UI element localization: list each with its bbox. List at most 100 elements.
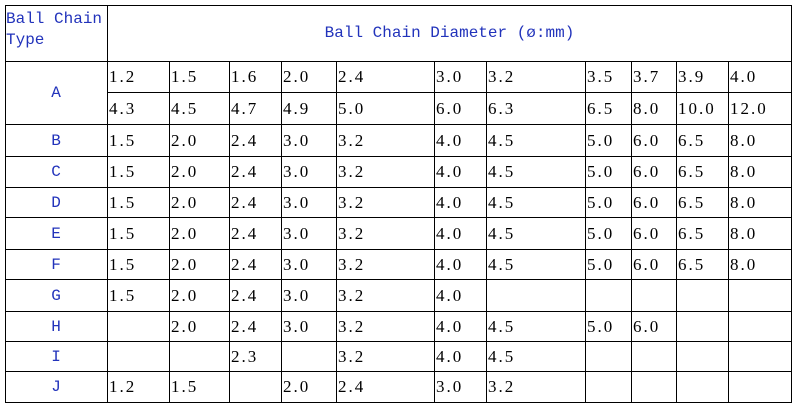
diameter-cell: 3.2 bbox=[337, 188, 435, 218]
diameter-cell: 2.4 bbox=[230, 280, 282, 312]
empty-cell bbox=[729, 312, 792, 342]
diameter-cell: 3.2 bbox=[337, 280, 435, 312]
diameter-cell: 2.4 bbox=[230, 312, 282, 342]
diameter-cell: 4.0 bbox=[435, 250, 487, 280]
row-type: F bbox=[5, 250, 108, 280]
diameter-cell: 2.4 bbox=[337, 372, 435, 403]
empty-cell bbox=[108, 312, 170, 342]
diameter-cell: 3.2 bbox=[337, 312, 435, 342]
diameter-cell: 8.0 bbox=[729, 125, 792, 157]
diameter-cell: 2.0 bbox=[170, 125, 230, 157]
diameter-cell: 12.0 bbox=[729, 93, 792, 125]
diameter-header: Ball Chain Diameter (ø:mm) bbox=[108, 5, 792, 62]
diameter-cell: 2.4 bbox=[230, 125, 282, 157]
diameter-cell: 1.2 bbox=[108, 62, 170, 93]
diameter-cell: 1.5 bbox=[108, 280, 170, 312]
diameter-cell: 3.7 bbox=[632, 62, 677, 93]
diameter-cell: 1.5 bbox=[108, 250, 170, 280]
diameter-cell: 4.9 bbox=[282, 93, 337, 125]
diameter-cell: 3.0 bbox=[282, 125, 337, 157]
diameter-cell: 4.5 bbox=[170, 93, 230, 125]
diameter-cell: 3.2 bbox=[337, 218, 435, 250]
diameter-cell: 3.0 bbox=[282, 188, 337, 218]
diameter-cell: 4.0 bbox=[435, 157, 487, 188]
diameter-cell: 8.0 bbox=[729, 157, 792, 188]
diameter-cell: 1.5 bbox=[170, 62, 230, 93]
diameter-cell: 3.9 bbox=[677, 62, 729, 93]
diameter-cell: 6.0 bbox=[632, 312, 677, 342]
diameter-cell: 1.5 bbox=[108, 188, 170, 218]
empty-cell bbox=[586, 342, 632, 372]
diameter-cell: 2.0 bbox=[282, 372, 337, 403]
diameter-cell: 1.5 bbox=[108, 157, 170, 188]
row-type: H bbox=[5, 312, 108, 342]
diameter-cell: 8.0 bbox=[729, 250, 792, 280]
diameter-cell: 4.0 bbox=[435, 280, 487, 312]
diameter-cell: 4.5 bbox=[487, 218, 586, 250]
diameter-cell: 6.5 bbox=[677, 157, 729, 188]
empty-cell bbox=[632, 372, 677, 403]
diameter-cell: 5.0 bbox=[586, 218, 632, 250]
row-type: E bbox=[5, 218, 108, 250]
diameter-cell: 3.2 bbox=[337, 157, 435, 188]
row-type: G bbox=[5, 280, 108, 312]
diameter-cell: 4.5 bbox=[487, 250, 586, 280]
diameter-cell: 2.0 bbox=[170, 188, 230, 218]
diameter-cell: 2.4 bbox=[230, 188, 282, 218]
diameter-cell: 1.5 bbox=[170, 372, 230, 403]
diameter-cell: 3.2 bbox=[487, 62, 586, 93]
diameter-cell: 2.4 bbox=[337, 62, 435, 93]
diameter-cell: 5.0 bbox=[586, 157, 632, 188]
empty-cell bbox=[230, 372, 282, 403]
diameter-cell: 6.3 bbox=[487, 93, 586, 125]
diameter-cell: 4.7 bbox=[230, 93, 282, 125]
empty-cell bbox=[487, 280, 586, 312]
diameter-cell: 8.0 bbox=[729, 218, 792, 250]
diameter-cell: 3.0 bbox=[282, 157, 337, 188]
row-type: J bbox=[5, 372, 108, 403]
empty-cell bbox=[586, 372, 632, 403]
diameter-cell: 3.0 bbox=[282, 218, 337, 250]
diameter-cell: 3.5 bbox=[586, 62, 632, 93]
diameter-cell: 5.0 bbox=[586, 125, 632, 157]
empty-cell bbox=[586, 280, 632, 312]
diameter-cell: 6.0 bbox=[632, 188, 677, 218]
diameter-cell: 1.5 bbox=[108, 125, 170, 157]
diameter-cell: 2.0 bbox=[282, 62, 337, 93]
diameter-cell: 5.0 bbox=[337, 93, 435, 125]
empty-cell bbox=[108, 342, 170, 372]
diameter-cell: 4.5 bbox=[487, 312, 586, 342]
diameter-cell: 4.0 bbox=[435, 125, 487, 157]
diameter-cell: 6.0 bbox=[632, 218, 677, 250]
diameter-cell: 2.0 bbox=[170, 250, 230, 280]
diameter-cell: 10.0 bbox=[677, 93, 729, 125]
empty-cell bbox=[632, 280, 677, 312]
diameter-cell: 2.0 bbox=[170, 157, 230, 188]
empty-cell bbox=[677, 372, 729, 403]
diameter-cell: 4.0 bbox=[435, 342, 487, 372]
row-type: A bbox=[5, 62, 108, 125]
empty-cell bbox=[729, 342, 792, 372]
diameter-cell: 4.0 bbox=[729, 62, 792, 93]
diameter-cell: 6.5 bbox=[677, 125, 729, 157]
diameter-cell: 6.0 bbox=[632, 125, 677, 157]
diameter-cell: 3.0 bbox=[435, 62, 487, 93]
empty-cell bbox=[729, 280, 792, 312]
empty-cell bbox=[677, 280, 729, 312]
row-type: D bbox=[5, 188, 108, 218]
diameter-cell: 4.0 bbox=[435, 188, 487, 218]
row-type: B bbox=[5, 125, 108, 157]
diameter-cell: 1.5 bbox=[108, 218, 170, 250]
diameter-cell: 3.2 bbox=[487, 372, 586, 403]
diameter-cell: 4.5 bbox=[487, 157, 586, 188]
empty-cell bbox=[677, 312, 729, 342]
diameter-cell: 4.5 bbox=[487, 188, 586, 218]
diameter-cell: 5.0 bbox=[586, 250, 632, 280]
diameter-cell: 4.5 bbox=[487, 125, 586, 157]
diameter-cell: 6.0 bbox=[632, 157, 677, 188]
diameter-cell: 2.0 bbox=[170, 280, 230, 312]
diameter-cell: 4.3 bbox=[108, 93, 170, 125]
diameter-cell: 1.2 bbox=[108, 372, 170, 403]
diameter-cell: 3.0 bbox=[282, 280, 337, 312]
